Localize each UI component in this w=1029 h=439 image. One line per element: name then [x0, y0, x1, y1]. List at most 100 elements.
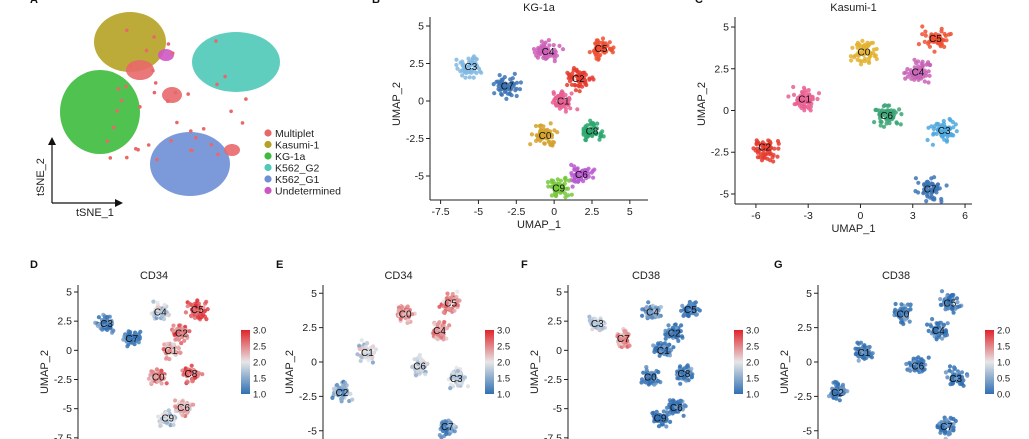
cell-point [557, 43, 562, 49]
scatter-points [587, 299, 702, 429]
cell-point [455, 66, 460, 71]
cell-point [595, 121, 600, 126]
cluster-label: C5 [444, 298, 457, 309]
cell-point [605, 43, 610, 48]
cell-point [597, 137, 602, 142]
cell-point [568, 106, 573, 111]
cell-point [551, 43, 556, 48]
cell-point [799, 101, 805, 106]
tsne-multiplet-point [119, 98, 124, 103]
cell-point [915, 67, 921, 72]
tsne-multiplet-point [108, 156, 113, 160]
cell-point [930, 187, 935, 192]
cell-point [640, 313, 645, 318]
y-tick-label: 0 [418, 96, 424, 108]
cluster-label: C2 [335, 388, 348, 399]
cluster-labels: C0 C1 C2 C3 C4 C5 C6 C7 [758, 34, 951, 195]
cell-point [943, 370, 949, 375]
cell-point [916, 64, 921, 69]
cell-point [193, 303, 198, 308]
cell-point [196, 371, 201, 376]
cell-point [901, 321, 906, 327]
y-tick-label: -2.5 [794, 391, 812, 403]
colorbar-tick-label: 2.5 [746, 342, 759, 353]
y-tick-label: 0 [66, 345, 72, 357]
y-tick-label: -5 [63, 403, 72, 415]
cell-point [939, 196, 944, 202]
cell-point [570, 184, 575, 189]
cell-point [644, 368, 649, 373]
cell-point [550, 100, 555, 105]
tsne-xlabel: tSNE_1 [76, 207, 114, 219]
cell-point [757, 155, 762, 160]
cell-point [930, 194, 935, 200]
cell-point [441, 310, 446, 315]
y-tick-label: -5 [803, 425, 812, 437]
cell-point [455, 289, 460, 294]
cell-point [400, 309, 405, 314]
cell-point [656, 370, 661, 375]
cell-point [155, 312, 160, 317]
cell-point [916, 355, 921, 360]
tsne-multiplet-point [194, 135, 198, 140]
cluster-label: C6 [575, 170, 588, 181]
cell-point [163, 351, 169, 356]
x-tick-label: -3 [804, 210, 813, 222]
cell-point [155, 305, 160, 310]
colorbar-tick-label: 3.0 [497, 326, 510, 337]
cell-point [607, 40, 612, 45]
cd38-kasumi-feature-plot: CD38 -5 -2.5 0 2.5 5 UMAP_2 C0 C1 C2 C3 C4 C5 C6 C7 2.0… [779, 270, 1010, 439]
cell-point [563, 195, 568, 200]
legend-label: K562_G2 [275, 162, 320, 174]
cell-point [936, 35, 942, 40]
cell-point [542, 50, 548, 55]
cell-point [132, 342, 137, 347]
cell-point [930, 317, 935, 322]
cluster-label: C6 [670, 403, 683, 414]
cluster-label: C1 [361, 348, 374, 359]
cell-point [903, 70, 909, 75]
cell-point [204, 317, 209, 322]
cell-point [927, 183, 932, 188]
cell-point [563, 175, 568, 180]
cell-point [572, 164, 577, 169]
cell-point [471, 75, 476, 80]
x-tick-label: -7.5 [432, 206, 450, 218]
cell-point [678, 381, 683, 386]
cell-point [499, 87, 504, 92]
cell-point [926, 125, 931, 130]
cell-point [894, 121, 900, 126]
cell-point [884, 109, 889, 114]
x-tick-label: 0 [858, 210, 864, 222]
cell-point [534, 138, 539, 143]
cell-point [897, 107, 902, 112]
plot-title: CD38 [632, 270, 660, 282]
cell-point [339, 397, 344, 402]
cell-point [565, 82, 570, 88]
cell-point [908, 303, 913, 308]
y-tick-label: 5 [311, 288, 317, 300]
cell-point [342, 385, 347, 390]
cell-point [939, 26, 944, 31]
cell-point [508, 84, 513, 89]
cell-point [466, 56, 471, 61]
cell-point [542, 141, 547, 146]
cluster-label: C0 [858, 48, 871, 59]
cell-point [581, 128, 586, 133]
cell-point [950, 120, 956, 125]
tsne-multiplet-point [125, 155, 129, 160]
cell-point [204, 299, 209, 304]
cell-point [600, 36, 606, 41]
cell-point [136, 336, 141, 341]
cell-point [679, 308, 684, 313]
cell-point [402, 313, 407, 318]
cell-point [533, 123, 539, 129]
cell-point [365, 341, 370, 346]
cell-point [465, 384, 471, 389]
colorbar-tick-label: 2.0 [253, 358, 266, 369]
cell-point [572, 175, 578, 180]
cell-point [572, 82, 577, 88]
tsne-multiplet-point [125, 28, 129, 33]
colorbar-tick-label: 1.0 [746, 390, 759, 401]
